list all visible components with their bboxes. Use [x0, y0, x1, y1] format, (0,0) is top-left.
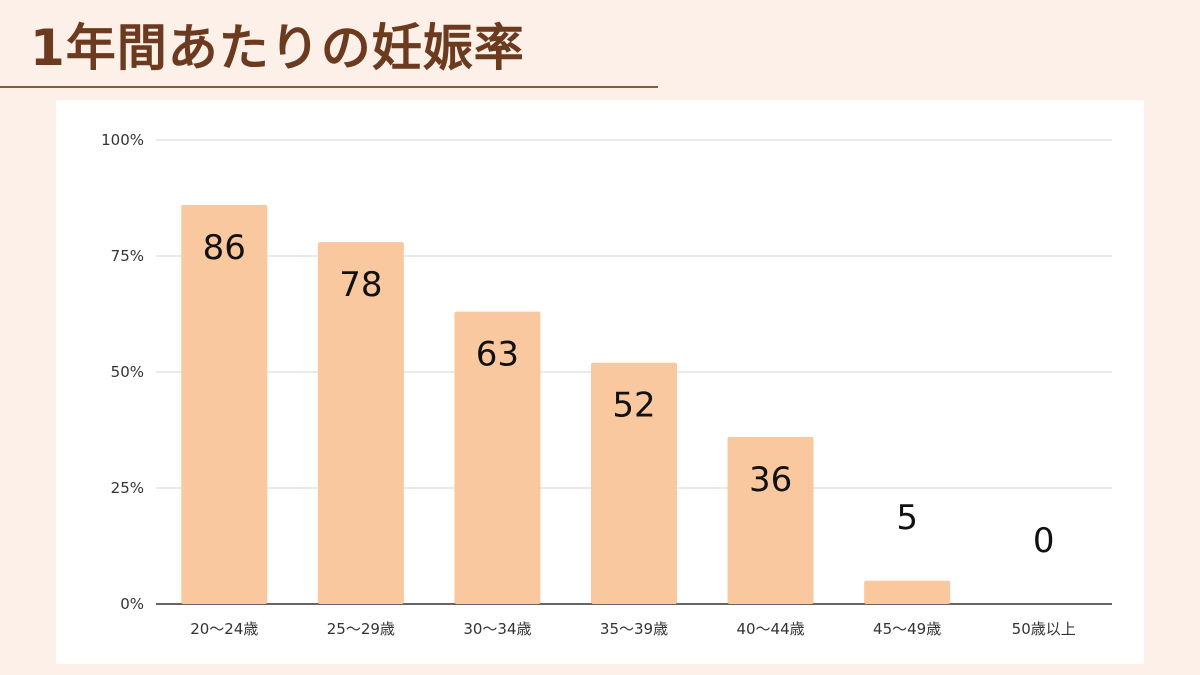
data-label: 86	[203, 228, 246, 268]
data-label: 63	[476, 335, 519, 375]
x-tick-label: 25〜29歳	[327, 620, 395, 638]
x-tick-label: 45〜49歳	[873, 620, 941, 638]
bar-chart: 0% 25% 50% 75% 100% 86 20〜24歳 78 25〜29歳 63 30〜34歳 5…	[101, 131, 1112, 638]
bar	[727, 436, 814, 604]
bar	[454, 311, 541, 604]
x-tick-label: 20〜24歳	[190, 620, 258, 638]
y-tick-label: 75%	[111, 247, 144, 265]
title-underline	[0, 86, 658, 88]
bar	[181, 204, 268, 604]
page-title: 1年間あたりの妊娠率	[30, 19, 525, 77]
x-tick-label: 35〜39歳	[600, 620, 668, 638]
x-tick-label: 50歳以上	[1012, 620, 1076, 638]
chart-panel: 0% 25% 50% 75% 100% 86 20〜24歳 78 25〜29歳 63 30〜34歳 5…	[56, 100, 1144, 664]
data-label: 36	[749, 460, 792, 500]
y-tick-label: 50%	[111, 363, 144, 381]
bar	[591, 362, 677, 604]
data-label: 0	[1033, 521, 1055, 561]
y-tick-label: 25%	[111, 479, 144, 497]
bar	[864, 580, 951, 604]
x-tick-label: 40〜44歳	[736, 620, 804, 638]
data-label: 5	[896, 498, 918, 538]
y-tick-label: 0%	[120, 595, 144, 613]
data-label: 52	[612, 386, 655, 426]
bar	[317, 242, 404, 604]
x-tick-label: 30〜34歳	[463, 620, 531, 638]
data-label: 78	[339, 265, 382, 305]
y-tick-label: 100%	[101, 131, 144, 149]
